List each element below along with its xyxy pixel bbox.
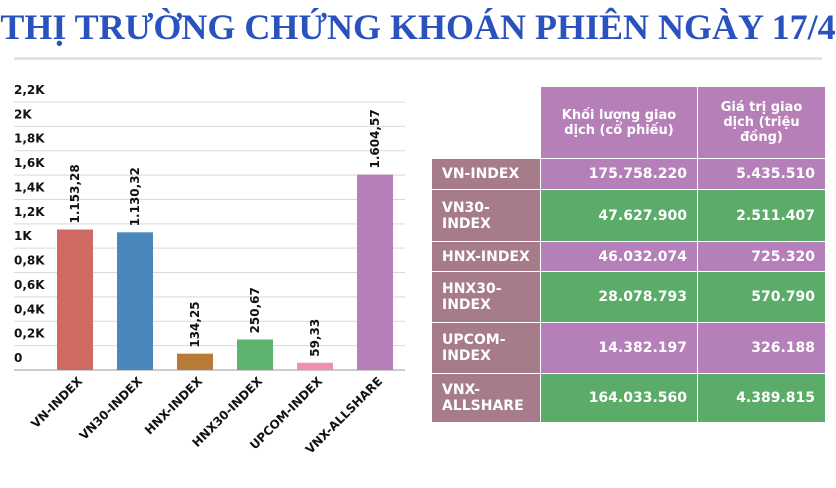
x-tick-label: VN30-INDEX	[77, 374, 146, 443]
cell-value: 5.435.510	[697, 158, 826, 190]
corner-cell	[431, 86, 541, 159]
y-tick-label: 0	[14, 351, 22, 365]
value-label: 59,33	[308, 319, 322, 357]
table-row: HNX30-INDEX 28.078.793 570.790	[431, 271, 826, 323]
chart: 0 0,2K 0,4K 0,6K 0,8K 1K 1,2K 1,4K 1,6K 1,8K 2K 2,2…	[14, 83, 405, 457]
cell-value: 175.758.220	[540, 158, 698, 190]
value-label: 1.130,32	[128, 167, 142, 226]
x-tick-label: VN-INDEX	[28, 374, 85, 431]
row-label: VNX-ALLSHARE	[431, 373, 541, 423]
bar	[57, 229, 93, 370]
data-table: Khối lượng giao dịch (cổ phiếu) Giá trị g…	[431, 86, 826, 423]
table-row: UPCOM-INDEX 14.382.197 326.188	[431, 322, 826, 374]
bar	[297, 362, 333, 370]
cell-value: 47.627.900	[540, 189, 698, 242]
cell-value: 4.389.815	[697, 373, 826, 423]
value-label: 134,25	[188, 301, 202, 347]
row-label: HNX30-INDEX	[431, 271, 541, 323]
row-label: UPCOM-INDEX	[431, 322, 541, 374]
y-tick-label: 0,2K	[14, 327, 45, 341]
cell-value: 46.032.074	[540, 241, 698, 272]
header-row: Khối lượng giao dịch (cổ phiếu) Giá trị g…	[431, 86, 826, 159]
title-rule	[14, 57, 822, 60]
value-label: 250,67	[248, 287, 262, 333]
table-row: HNX-INDEX 46.032.074 725.320	[431, 241, 826, 272]
y-tick-label: 2,2K	[14, 83, 45, 97]
header-cell: Khối lượng giao dịch (cổ phiếu)	[540, 86, 698, 159]
row-label: VN30-INDEX	[431, 189, 541, 242]
x-tick-label: HNX-INDEX	[142, 374, 206, 438]
y-tick-label: 1,2K	[14, 205, 45, 219]
y-tick-label: 1,4K	[14, 180, 45, 194]
header-cell: Giá trị giao dịch (triệu đồng)	[697, 86, 826, 159]
table-row: VNX-ALLSHARE 164.033.560 4.389.815	[431, 373, 826, 423]
row-label: HNX-INDEX	[431, 241, 541, 272]
cell-value: 570.790	[697, 271, 826, 323]
y-tick-label: 1,6K	[14, 156, 45, 170]
cell-value: 326.188	[697, 322, 826, 374]
cell-value: 28.078.793	[540, 271, 698, 323]
cell-value: 725.320	[697, 241, 826, 272]
y-tick-label: 2K	[14, 107, 32, 121]
y-tick-label: 1,8K	[14, 132, 45, 146]
cell-value: 2.511.407	[697, 189, 826, 242]
table-row: VN30-INDEX 47.627.900 2.511.407	[431, 189, 826, 242]
table-row: VN-INDEX 175.758.220 5.435.510	[431, 158, 826, 190]
cell-value: 164.033.560	[540, 373, 698, 423]
cell-value: 14.382.197	[540, 322, 698, 374]
value-label: 1.153,28	[68, 164, 82, 223]
y-tick-label: 1K	[14, 229, 32, 243]
bar	[357, 174, 393, 370]
page-title: THỊ TRƯỜNG CHỨNG KHOÁN PHIÊN NGÀY 17/4	[0, 7, 836, 47]
value-label: 1.604,57	[368, 109, 382, 168]
bar	[177, 353, 213, 370]
bar	[237, 339, 273, 370]
row-label: VN-INDEX	[431, 158, 541, 190]
y-tick-label: 0,4K	[14, 302, 45, 316]
y-tick-label: 0,6K	[14, 278, 45, 292]
bar	[117, 232, 153, 370]
y-tick-label: 0,8K	[14, 254, 45, 268]
